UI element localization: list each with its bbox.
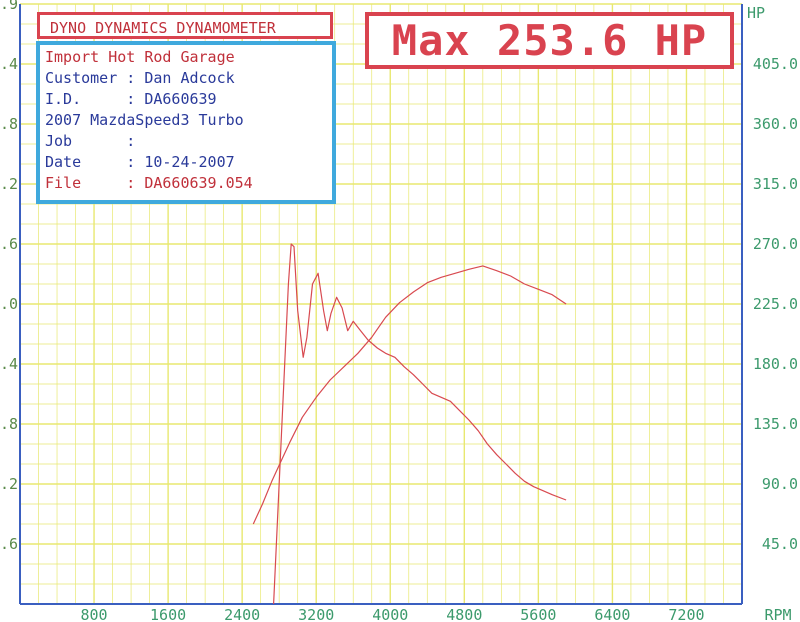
left-y-tick-label: .2 xyxy=(0,175,18,193)
right-y-tick-label: 360.0 xyxy=(753,115,798,133)
x-tick-label: 2400 xyxy=(224,606,260,622)
left-y-tick-label: .0 xyxy=(0,295,18,313)
series-line-2 xyxy=(273,243,567,605)
left-y-tick-label: .8 xyxy=(0,415,18,433)
job-line: Job : xyxy=(45,132,136,150)
right-y-tick-label: 90.0 xyxy=(762,475,798,493)
x-tick-label: 3200 xyxy=(298,606,334,622)
chart-curves xyxy=(252,243,567,605)
x-tick-label: 800 xyxy=(81,606,108,622)
vehicle-line: 2007 MazdaSpeed3 Turbo xyxy=(45,111,244,129)
x-tick-label: 4000 xyxy=(372,606,408,622)
right-y-axis-label: HP xyxy=(747,4,765,22)
chart-title: DYNO DYNAMICS DYNAMOMETER xyxy=(50,19,276,37)
left-y-tick-label: .6 xyxy=(0,535,18,553)
x-tick-label: 1600 xyxy=(150,606,186,622)
id-line: I.D. : DA660639 xyxy=(45,90,217,108)
file-line: File : DA660639.054 xyxy=(45,174,253,192)
x-axis-label: RPM xyxy=(764,606,791,622)
series-line-1 xyxy=(252,265,567,525)
right-y-tick-label: 180.0 xyxy=(753,355,798,373)
chart-title-box: DYNO DYNAMICS DYNAMOMETER xyxy=(37,12,333,39)
left-y-tick-label: .8 xyxy=(0,115,18,133)
run-info-panel: Import Hot Rod Garage Customer : Dan Adc… xyxy=(36,41,336,204)
left-y-tick-label: .4 xyxy=(0,355,18,373)
chart-axes xyxy=(19,4,743,605)
right-y-tick-label: 315.0 xyxy=(753,175,798,193)
customer-line: Customer : Dan Adcock xyxy=(45,69,235,87)
max-hp-box: Max 253.6 HP xyxy=(365,12,734,69)
x-tick-label: 4800 xyxy=(446,606,482,622)
right-y-tick-label: 405.0 xyxy=(753,55,798,73)
right-y-tick-label: 270.0 xyxy=(753,235,798,253)
x-tick-label: 7200 xyxy=(668,606,704,622)
right-y-tick-label: 225.0 xyxy=(753,295,798,313)
max-hp-label: Max 253.6 HP xyxy=(391,16,708,65)
right-y-tick-label: 45.0 xyxy=(762,535,798,553)
left-y-tick-label: .6 xyxy=(0,235,18,253)
date-line: Date : 10-24-2007 xyxy=(45,153,235,171)
right-y-tick-label: 135.0 xyxy=(753,415,798,433)
left-y-tick-label: .2 xyxy=(0,475,18,493)
left-y-tick-label: .9 xyxy=(0,0,18,13)
x-tick-label: 5600 xyxy=(520,606,556,622)
shop-name: Import Hot Rod Garage xyxy=(45,48,235,66)
x-tick-label: 6400 xyxy=(594,606,630,622)
left-y-tick-label: .4 xyxy=(0,55,18,73)
